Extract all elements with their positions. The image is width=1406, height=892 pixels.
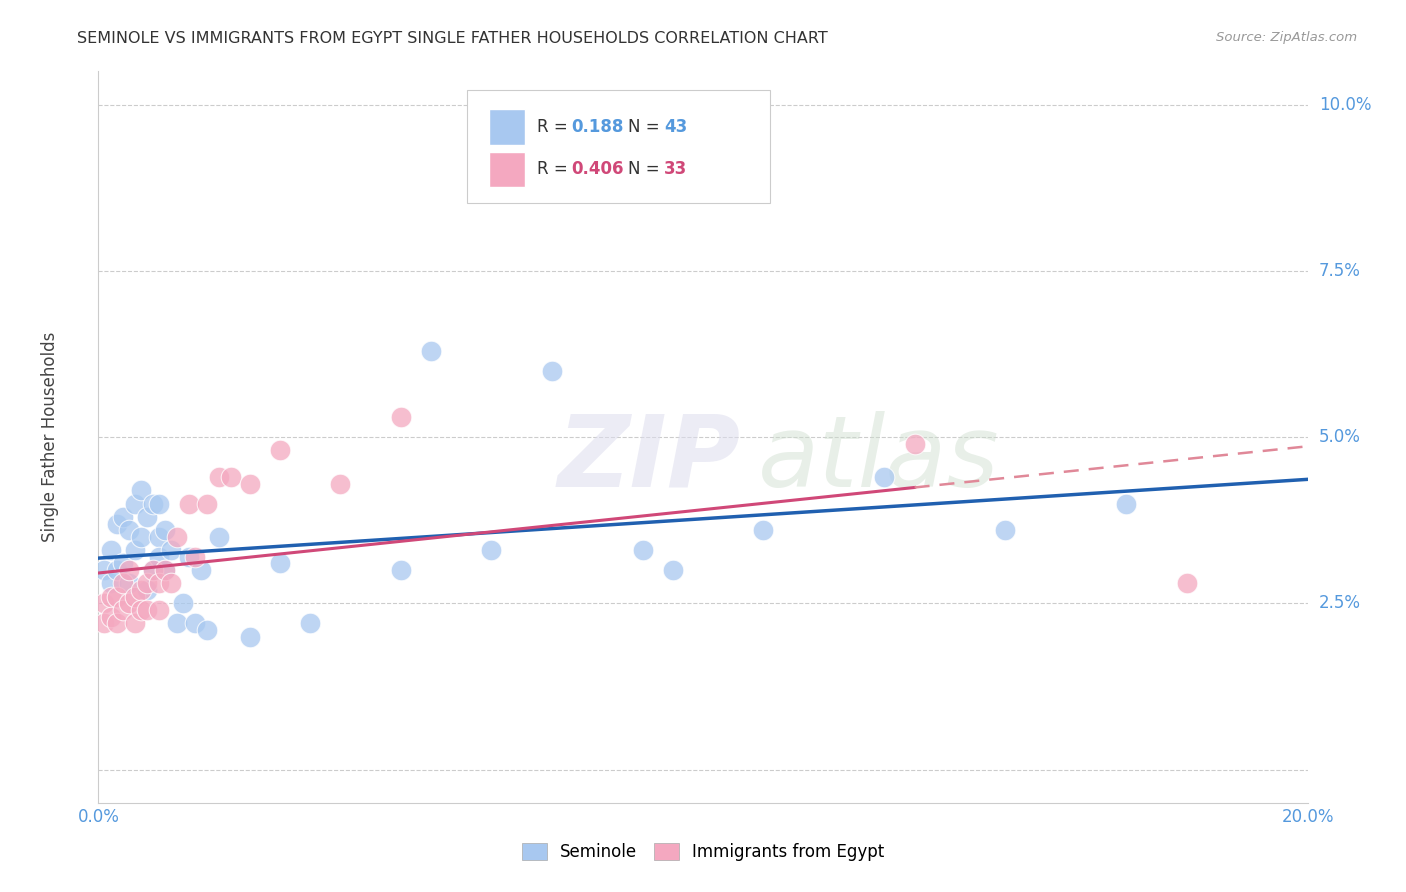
Point bbox=[184, 616, 207, 631]
Point bbox=[93, 616, 115, 631]
Text: 33: 33 bbox=[664, 161, 688, 178]
Point bbox=[166, 616, 188, 631]
Text: R =: R = bbox=[537, 161, 574, 178]
Point bbox=[129, 530, 152, 544]
Point bbox=[153, 563, 176, 577]
Legend: Seminole, Immigrants from Egypt: Seminole, Immigrants from Egypt bbox=[515, 836, 891, 868]
Point bbox=[142, 497, 165, 511]
Text: R =: R = bbox=[537, 118, 574, 136]
Point bbox=[160, 543, 183, 558]
Point bbox=[100, 609, 122, 624]
Bar bbox=[489, 152, 526, 187]
Point bbox=[111, 509, 134, 524]
Text: N =: N = bbox=[628, 118, 665, 136]
Point bbox=[239, 630, 262, 644]
Point bbox=[135, 509, 157, 524]
Text: 7.5%: 7.5% bbox=[1319, 262, 1361, 280]
Point bbox=[631, 543, 654, 558]
Point bbox=[172, 596, 194, 610]
Point bbox=[195, 623, 218, 637]
Point bbox=[148, 530, 170, 544]
Point bbox=[1115, 497, 1137, 511]
Point bbox=[904, 436, 927, 450]
Point bbox=[481, 543, 503, 558]
Text: 43: 43 bbox=[664, 118, 688, 136]
Text: ZIP: ZIP bbox=[558, 410, 741, 508]
Point bbox=[153, 523, 176, 537]
Point bbox=[105, 590, 128, 604]
Text: SEMINOLE VS IMMIGRANTS FROM EGYPT SINGLE FATHER HOUSEHOLDS CORRELATION CHART: SEMINOLE VS IMMIGRANTS FROM EGYPT SINGLE… bbox=[77, 31, 828, 46]
Point bbox=[118, 596, 141, 610]
Point bbox=[221, 470, 243, 484]
Text: Source: ZipAtlas.com: Source: ZipAtlas.com bbox=[1216, 31, 1357, 45]
Point bbox=[100, 576, 122, 591]
Point bbox=[118, 576, 141, 591]
Point bbox=[195, 497, 218, 511]
Text: 0.188: 0.188 bbox=[571, 118, 624, 136]
Point bbox=[179, 549, 201, 564]
Point bbox=[118, 563, 141, 577]
Point bbox=[269, 557, 291, 571]
Point bbox=[239, 476, 262, 491]
Text: atlas: atlas bbox=[758, 410, 1000, 508]
Point bbox=[160, 576, 183, 591]
Text: 2.5%: 2.5% bbox=[1319, 594, 1361, 612]
Point bbox=[105, 516, 128, 531]
Point bbox=[166, 530, 188, 544]
Point bbox=[269, 443, 291, 458]
Point bbox=[129, 582, 152, 597]
Point bbox=[179, 497, 201, 511]
Point bbox=[111, 576, 134, 591]
Point bbox=[329, 476, 352, 491]
Point bbox=[124, 616, 146, 631]
Point bbox=[389, 410, 412, 425]
Point bbox=[100, 543, 122, 558]
Point bbox=[184, 549, 207, 564]
Point bbox=[153, 563, 176, 577]
Point bbox=[118, 523, 141, 537]
Point bbox=[208, 530, 231, 544]
Point bbox=[420, 343, 443, 358]
Point bbox=[124, 590, 146, 604]
Point bbox=[873, 470, 896, 484]
Point bbox=[105, 616, 128, 631]
Point bbox=[93, 596, 115, 610]
Point bbox=[111, 557, 134, 571]
Point bbox=[135, 576, 157, 591]
Point bbox=[142, 563, 165, 577]
Point bbox=[752, 523, 775, 537]
Point bbox=[208, 470, 231, 484]
Point bbox=[111, 603, 134, 617]
Point bbox=[148, 576, 170, 591]
Point bbox=[135, 603, 157, 617]
Point bbox=[129, 483, 152, 498]
Point bbox=[1175, 576, 1198, 591]
Point bbox=[190, 563, 212, 577]
Point bbox=[105, 563, 128, 577]
Point bbox=[142, 563, 165, 577]
Point bbox=[148, 497, 170, 511]
Point bbox=[124, 543, 146, 558]
Point bbox=[100, 590, 122, 604]
Point bbox=[124, 497, 146, 511]
Point bbox=[135, 582, 157, 597]
Point bbox=[540, 363, 562, 377]
Text: 0.406: 0.406 bbox=[571, 161, 624, 178]
Text: Single Father Households: Single Father Households bbox=[41, 332, 59, 542]
Point bbox=[129, 603, 152, 617]
Text: 10.0%: 10.0% bbox=[1319, 95, 1371, 113]
Point bbox=[661, 563, 683, 577]
Bar bbox=[489, 110, 526, 145]
Point bbox=[93, 563, 115, 577]
FancyBboxPatch shape bbox=[467, 90, 769, 203]
Point bbox=[299, 616, 322, 631]
Point bbox=[148, 549, 170, 564]
Point bbox=[389, 563, 412, 577]
Text: 5.0%: 5.0% bbox=[1319, 428, 1361, 446]
Point bbox=[148, 603, 170, 617]
Point bbox=[994, 523, 1017, 537]
Text: N =: N = bbox=[628, 161, 665, 178]
